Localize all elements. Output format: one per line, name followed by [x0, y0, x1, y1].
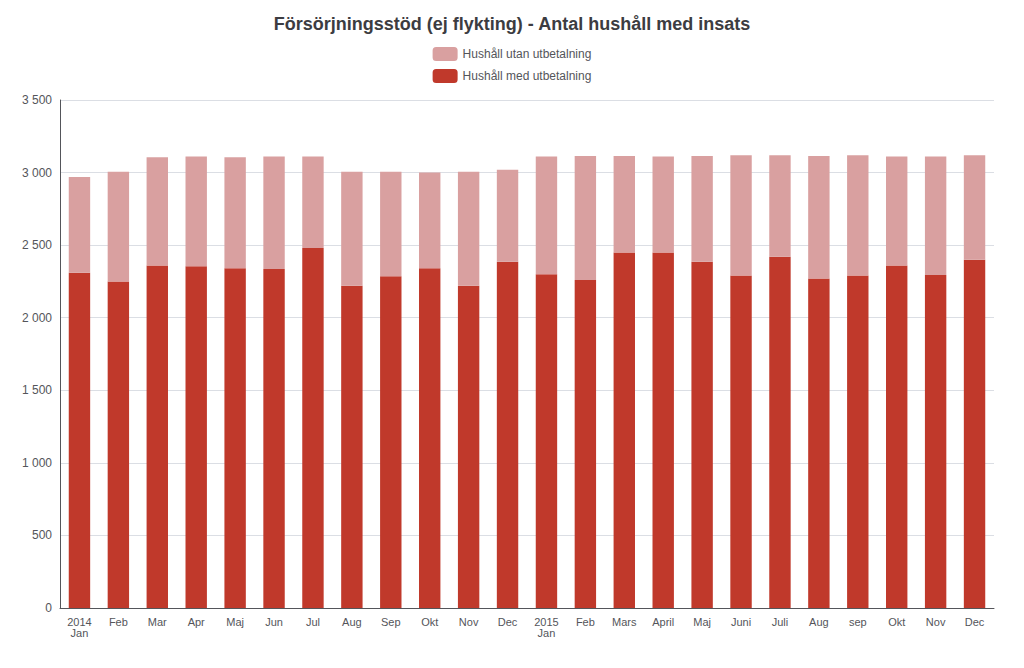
svg-text:April: April — [652, 616, 674, 628]
svg-text:1 000: 1 000 — [22, 456, 52, 470]
svg-text:Nov: Nov — [926, 616, 946, 628]
svg-text:sep: sep — [849, 616, 867, 628]
svg-text:Maj: Maj — [226, 616, 244, 628]
svg-text:2 000: 2 000 — [22, 311, 52, 325]
svg-text:Jan: Jan — [538, 627, 556, 639]
svg-text:Aug: Aug — [809, 616, 829, 628]
svg-text:3 000: 3 000 — [22, 166, 52, 180]
svg-text:2014: 2014 — [67, 615, 92, 628]
svg-text:3 500: 3 500 — [22, 93, 52, 107]
svg-text:Mars: Mars — [612, 616, 637, 628]
svg-text:Okt: Okt — [888, 616, 905, 628]
svg-text:Maj: Maj — [693, 616, 711, 628]
svg-text:Nov: Nov — [459, 616, 479, 628]
svg-text:Dec: Dec — [498, 616, 518, 628]
svg-text:Jul: Jul — [306, 616, 320, 628]
svg-text:Mar: Mar — [148, 616, 167, 628]
svg-text:Aug: Aug — [342, 616, 362, 628]
svg-text:Jan: Jan — [71, 627, 89, 639]
svg-text:Hushåll med utbetalning: Hushåll med utbetalning — [463, 69, 592, 83]
svg-text:2 500: 2 500 — [22, 238, 52, 252]
svg-text:2015: 2015 — [534, 615, 559, 628]
svg-text:Jun: Jun — [265, 616, 283, 628]
svg-text:Hushåll utan utbetalning: Hushåll utan utbetalning — [463, 47, 592, 61]
svg-text:Juni: Juni — [731, 616, 751, 628]
svg-text:0: 0 — [45, 601, 52, 615]
svg-text:Okt: Okt — [421, 616, 438, 628]
svg-text:Juli: Juli — [772, 616, 789, 628]
svg-text:Feb: Feb — [109, 616, 128, 628]
svg-text:Dec: Dec — [965, 616, 985, 628]
svg-text:Apr: Apr — [188, 616, 205, 628]
svg-text:1 500: 1 500 — [22, 383, 52, 397]
svg-text:Sep: Sep — [381, 616, 401, 628]
svg-text:Feb: Feb — [576, 616, 595, 628]
svg-text:500: 500 — [32, 528, 52, 542]
svg-text:Försörjningsstöd (ej flykting): Försörjningsstöd (ej flykting) - Antal h… — [274, 14, 750, 34]
